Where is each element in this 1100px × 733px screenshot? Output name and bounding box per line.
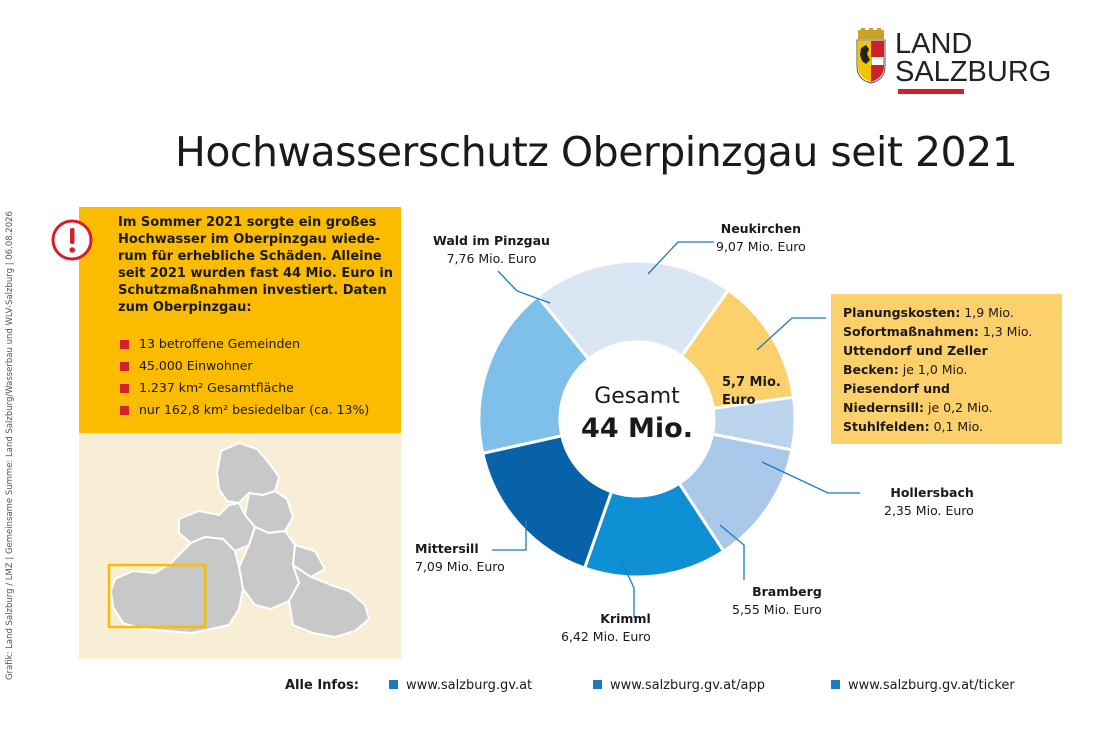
bullet-square-icon [120, 362, 129, 371]
leader-line-hollersbach [761, 461, 860, 494]
fact-text: 45.000 Einwohner [139, 358, 253, 373]
label-name: Hollersbach [890, 485, 974, 500]
list-item: 13 betroffene Gemeinden [120, 333, 369, 355]
logo-underline [898, 89, 964, 94]
label-wald-im-pinzgau: Wald im Pinzgau 7,76 Mio. Euro [433, 232, 550, 268]
fact-text: 13 betroffene Gemeinden [139, 336, 300, 351]
logo-line-1: LAND [895, 28, 973, 60]
label-bramberg: Bramberg 5,55 Mio. Euro [732, 583, 822, 619]
intro-text: Im Sommer 2021 sorgte ein großes Hochwas… [118, 215, 394, 315]
label-value: 5,55 Mio. Euro [732, 602, 822, 617]
page-title: Hochwasserschutz Oberpinzgau seit 2021 [175, 128, 1018, 176]
leader-line-bramberg [719, 524, 745, 580]
label-krimml: Krimml 6,42 Mio. Euro [561, 610, 651, 646]
bullet-square-icon [120, 340, 129, 349]
planning-row: Sofortmaßnahmen: 1,3 Mio. [843, 324, 1033, 339]
label-value: 7,09 Mio. Euro [415, 559, 505, 574]
planning-row: Uttendorf und Zeller [843, 343, 988, 358]
list-item: nur 162,8 km² besiedelbar (ca. 13%) [120, 399, 369, 421]
label-neukirchen: Neukirchen 9,07 Mio. Euro [716, 220, 806, 256]
info-panel [79, 207, 401, 433]
leader-line-neukirchen [647, 241, 714, 275]
map-panel [79, 433, 401, 659]
label-value: 9,07 Mio. Euro [716, 239, 806, 254]
donut-center-line-2: 44 Mio. [581, 413, 693, 444]
planning-row: Piesendorf und [843, 381, 950, 396]
alert-exclamation-icon [51, 219, 93, 261]
label-name: Wald im Pinzgau [433, 233, 550, 248]
label-name: Mittersill [415, 541, 479, 556]
salzburg-coat-of-arms-icon [856, 28, 886, 84]
logo-text: LAND SALZBURG [895, 28, 1052, 88]
donut-slice-wald-im-pinzgau [477, 294, 591, 456]
planning-row: Stuhlfelden: 0,1 Mio. [843, 419, 984, 434]
label-mittersill: Mittersill 7,09 Mio. Euro [415, 540, 505, 576]
label-value: 2,35 Mio. Euro [884, 503, 974, 518]
label-name: Krimml [600, 611, 651, 626]
slice-inner-label-line-2: Euro [722, 393, 756, 408]
donut-center-line-1: Gesamt [594, 384, 680, 409]
donut-slice-mittersill [480, 433, 614, 570]
leader-line-mittersill [492, 520, 527, 551]
list-item: 1.237 km² Gesamtfläche [120, 377, 369, 399]
donut-slice-neukirchen [535, 259, 731, 362]
salzburg-map-icon [107, 442, 370, 638]
leader-line-wald [497, 270, 551, 304]
planning-row: Niedernsill: je 0,2 Mio. [843, 400, 993, 415]
link-text[interactable]: www.salzburg.gv.at/ticker [848, 678, 1015, 693]
link-salzburg-ticker[interactable]: www.salzburg.gv.at/ticker [831, 678, 1015, 693]
planning-costs-box: Planungskosten: 1,9 Mio. Sofortmaßnahmen… [831, 294, 1062, 444]
slice-inner-label-line-1: 5,7 Mio. [722, 375, 781, 390]
leader-line-krimml [620, 559, 635, 618]
link-text[interactable]: www.salzburg.gv.at/app [610, 678, 765, 693]
label-name: Bramberg [752, 584, 822, 599]
label-hollersbach: Hollersbach 2,35 Mio. Euro [884, 484, 974, 520]
link-salzburg-app[interactable]: www.salzburg.gv.at/app [593, 678, 765, 693]
bullet-square-icon [593, 680, 602, 689]
list-item: 45.000 Einwohner [120, 355, 369, 377]
label-name: Neukirchen [720, 221, 802, 236]
link-salzburg[interactable]: www.salzburg.gv.at [389, 678, 532, 693]
logo-line-2: SALZBURG [895, 56, 1052, 88]
label-value: 6,42 Mio. Euro [561, 629, 651, 644]
bullet-square-icon [120, 406, 129, 415]
link-text[interactable]: www.salzburg.gv.at [406, 678, 533, 693]
facts-list: 13 betroffene Gemeinden 45.000 Einwohner… [120, 333, 369, 421]
footer-label: Alle Infos: [285, 678, 359, 693]
bullet-square-icon [389, 680, 398, 689]
fact-text: 1.237 km² Gesamtfläche [139, 380, 294, 395]
bullet-square-icon [120, 384, 129, 393]
label-value: 7,76 Mio. Euro [446, 251, 537, 266]
leader-line-planning [756, 317, 826, 351]
fact-text: nur 162,8 km² besiedelbar (ca. 13%) [139, 402, 370, 417]
planning-row: Planungskosten: 1,9 Mio. [843, 305, 1014, 320]
bullet-square-icon [831, 680, 840, 689]
planning-row: Becken: je 1,0 Mio. [843, 362, 968, 377]
